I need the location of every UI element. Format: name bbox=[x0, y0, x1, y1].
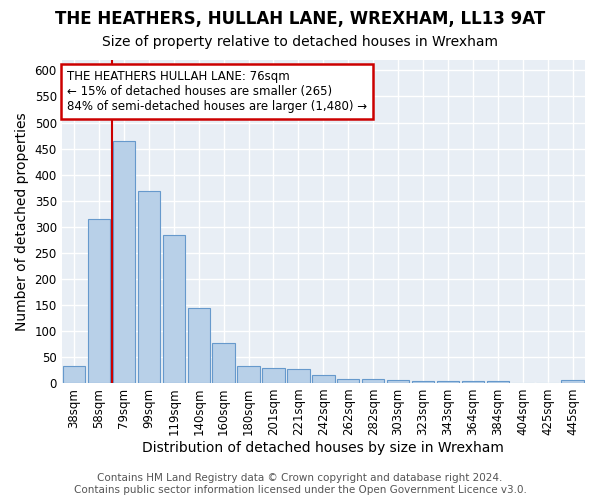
Bar bbox=[113, 140, 135, 383]
Bar bbox=[63, 366, 85, 383]
Text: THE HEATHERS HULLAH LANE: 76sqm
← 15% of detached houses are smaller (265)
84% o: THE HEATHERS HULLAH LANE: 76sqm ← 15% of… bbox=[67, 70, 367, 112]
X-axis label: Distribution of detached houses by size in Wrexham: Distribution of detached houses by size … bbox=[142, 441, 504, 455]
Bar bbox=[362, 380, 385, 383]
Bar bbox=[387, 380, 409, 383]
Text: THE HEATHERS, HULLAH LANE, WREXHAM, LL13 9AT: THE HEATHERS, HULLAH LANE, WREXHAM, LL13… bbox=[55, 10, 545, 28]
Bar bbox=[287, 369, 310, 383]
Bar bbox=[238, 366, 260, 383]
Bar bbox=[337, 379, 359, 383]
Text: Size of property relative to detached houses in Wrexham: Size of property relative to detached ho… bbox=[102, 35, 498, 49]
Text: Contains HM Land Registry data © Crown copyright and database right 2024.
Contai: Contains HM Land Registry data © Crown c… bbox=[74, 474, 526, 495]
Y-axis label: Number of detached properties: Number of detached properties bbox=[15, 112, 29, 331]
Bar bbox=[262, 368, 285, 383]
Bar bbox=[562, 380, 584, 383]
Bar bbox=[412, 381, 434, 383]
Bar bbox=[437, 381, 459, 383]
Bar bbox=[163, 235, 185, 383]
Bar bbox=[461, 381, 484, 383]
Bar bbox=[137, 192, 160, 383]
Bar bbox=[188, 308, 210, 383]
Bar bbox=[88, 219, 110, 383]
Bar bbox=[312, 375, 335, 383]
Bar bbox=[212, 344, 235, 383]
Bar bbox=[487, 381, 509, 383]
